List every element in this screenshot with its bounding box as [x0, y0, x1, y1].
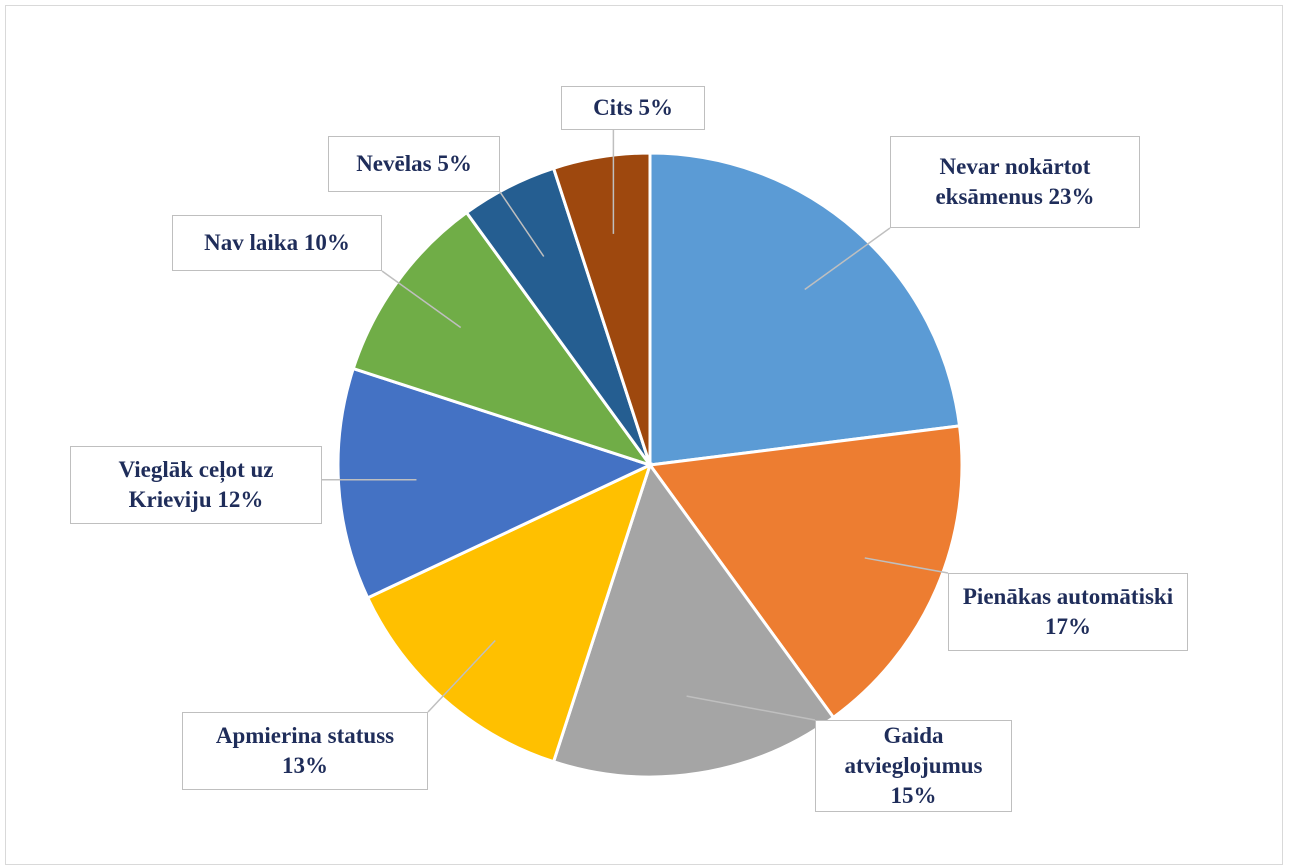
data-label: Nevēlas 5% — [328, 136, 500, 192]
data-label-text: Nevēlas 5% — [356, 149, 472, 179]
pie-slice — [647, 424, 964, 720]
category-name: Vieglāk ceļot uz Krieviju — [118, 457, 274, 512]
data-label: Nav laika 10% — [172, 215, 382, 271]
value-label: 5% — [437, 151, 472, 176]
data-label: Gaida atvieglojumus 15% — [815, 720, 1012, 812]
category-name: Nevēlas — [356, 151, 432, 176]
value-label: 5% — [638, 95, 673, 120]
pie-slice — [551, 151, 652, 466]
category-name: Cits — [593, 95, 633, 120]
data-label: Cits 5% — [561, 86, 705, 130]
pie-slice — [365, 462, 653, 764]
data-label: Pienākas automātiski 17% — [948, 573, 1188, 651]
leader-line — [499, 191, 545, 257]
value-label: 15% — [890, 783, 937, 808]
leader-line — [864, 557, 949, 574]
leader-line — [804, 227, 891, 291]
data-label-text: Gaida atvieglojumus 15% — [824, 721, 1003, 811]
category-name: Gaida atvieglojumus — [844, 723, 983, 778]
leader-line — [381, 270, 462, 329]
value-label: 23% — [1048, 184, 1095, 209]
data-label: Apmierina statuss 13% — [182, 712, 428, 790]
pie-slice — [336, 366, 655, 600]
data-label-text: Vieglāk ceļot uz Krieviju 12% — [79, 455, 313, 515]
data-label: Vieglāk ceļot uz Krieviju 12% — [70, 446, 322, 524]
value-label: 13% — [282, 753, 328, 778]
value-label: 12% — [217, 487, 264, 512]
pie-slice — [551, 461, 836, 779]
data-label-text: Pienākas automātiski 17% — [957, 582, 1179, 642]
leader-line — [427, 640, 496, 713]
leader-line — [686, 695, 816, 721]
data-label-text: Nevar nokārtot eksāmenus 23% — [899, 152, 1131, 212]
pie-slice — [648, 151, 962, 467]
category-name: Apmierina statuss — [215, 723, 395, 748]
data-label: Nevar nokārtot eksāmenus 23% — [890, 136, 1140, 228]
data-label-text: Nav laika 10% — [204, 228, 350, 258]
value-label: 17% — [1045, 614, 1091, 639]
value-label: 10% — [303, 230, 350, 255]
category-name: Pienākas automātiski — [962, 584, 1174, 609]
data-label-text: Cits 5% — [593, 93, 673, 123]
data-label-text: Apmierina statuss 13% — [191, 721, 419, 781]
category-name: Nevar nokārtot eksāmenus — [935, 154, 1091, 209]
category-name: Nav laika — [204, 230, 299, 255]
